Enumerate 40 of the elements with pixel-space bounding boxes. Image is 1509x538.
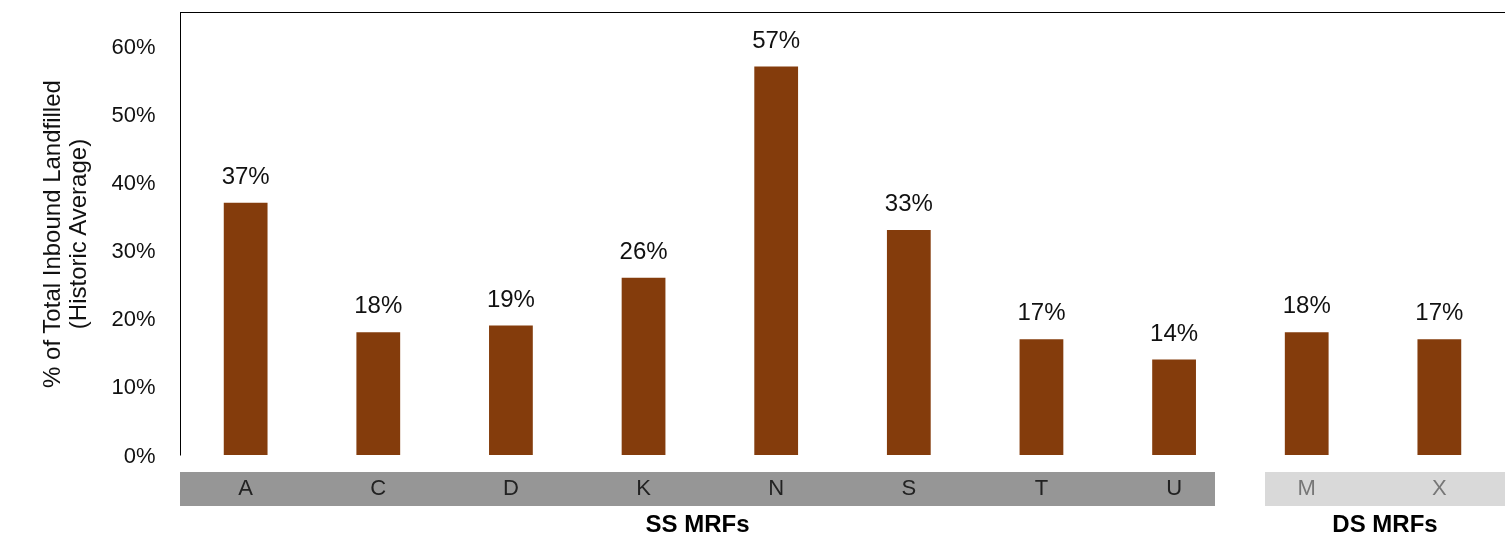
data-label: 17% <box>1415 298 1464 326</box>
y-tick-label: 0% <box>123 442 156 468</box>
data-label: 14% <box>1150 318 1199 346</box>
x-tick-label: S <box>901 474 917 500</box>
x-tick-label: X <box>1432 474 1447 500</box>
x-tick-label: N <box>768 474 785 500</box>
data-label: 57% <box>752 25 801 53</box>
bar <box>1152 359 1196 455</box>
y-tick-label: 20% <box>111 306 156 332</box>
data-label: 33% <box>884 189 933 217</box>
data-label: 19% <box>486 284 535 312</box>
y-tick-label: 50% <box>111 101 156 127</box>
y-tick-label: 40% <box>111 169 156 195</box>
text: DS MRFs <box>1331 510 1439 538</box>
data-label: 18% <box>1282 291 1331 319</box>
x-tick-label: D <box>502 474 519 500</box>
x-tick-label: C <box>370 474 387 500</box>
x-tick-label: T <box>1034 474 1049 500</box>
bar <box>489 325 533 455</box>
x-tick-label: A <box>238 474 254 500</box>
y-tick-label: 30% <box>111 238 156 264</box>
y-axis-title: % of Total Inbound Landfilled (Historic Average) <box>38 80 92 388</box>
text: SS MRFs <box>644 510 751 538</box>
bar <box>356 332 401 455</box>
x-tick-label: K <box>636 474 652 500</box>
bar <box>754 66 799 455</box>
bar <box>1417 339 1462 455</box>
bar <box>621 277 666 455</box>
y-tick-label: 10% <box>111 374 156 400</box>
data-label: 37% <box>221 161 270 189</box>
bar <box>1019 339 1064 455</box>
bar <box>1284 332 1329 455</box>
data-label: 17% <box>1017 298 1066 326</box>
y-tick-label: 60% <box>111 33 156 59</box>
bar <box>886 230 931 455</box>
data-label: 18% <box>354 291 403 319</box>
x-tick-label: U <box>1166 474 1183 500</box>
x-tick-label: M <box>1297 474 1316 500</box>
data-label: 26% <box>619 236 668 264</box>
bar <box>223 202 268 455</box>
